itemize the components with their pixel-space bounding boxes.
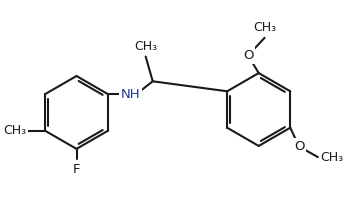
- Text: F: F: [73, 163, 80, 176]
- Text: NH: NH: [121, 88, 140, 101]
- Text: O: O: [243, 49, 253, 62]
- Text: CH₃: CH₃: [320, 151, 343, 164]
- Text: CH₃: CH₃: [253, 21, 276, 34]
- Text: O: O: [294, 140, 304, 153]
- Text: CH₃: CH₃: [3, 124, 26, 137]
- Text: CH₃: CH₃: [134, 40, 157, 53]
